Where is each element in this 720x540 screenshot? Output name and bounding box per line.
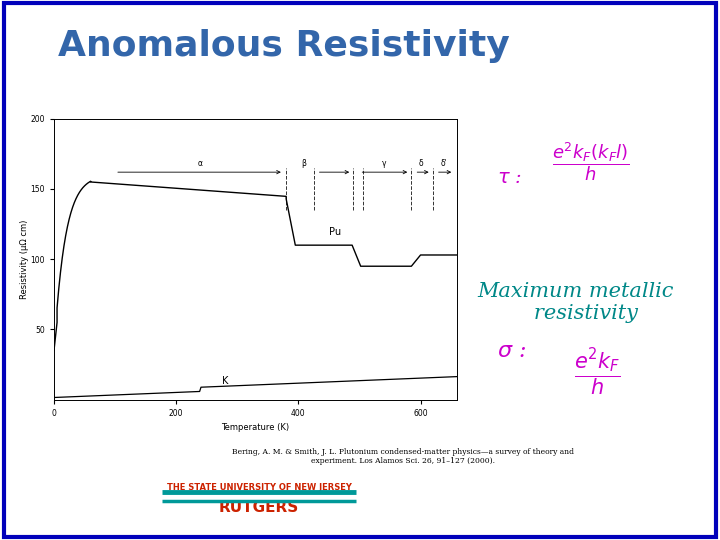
Text: K: K [222,376,228,386]
Text: THE STATE UNIVERSITY OF NEW JERSEY: THE STATE UNIVERSITY OF NEW JERSEY [167,483,351,491]
Text: α: α [198,159,203,168]
Text: Pu: Pu [329,227,341,238]
Text: $\dfrac{e^2 k_F}{h}$: $\dfrac{e^2 k_F}{h}$ [574,347,621,399]
Text: β: β [301,159,306,168]
Text: $\sigma$ :: $\sigma$ : [497,340,526,362]
Text: Bering, A. M. & Smith, J. L. Plutonium condensed-matter physics—a survey of theo: Bering, A. M. & Smith, J. L. Plutonium c… [233,448,575,465]
Y-axis label: Resistivity (μΩ cm): Resistivity (μΩ cm) [20,220,29,299]
X-axis label: Temperature (K): Temperature (K) [222,423,289,432]
Text: $\dfrac{e^2 k_F (k_F l)}{h}$: $\dfrac{e^2 k_F (k_F l)}{h}$ [552,140,629,184]
Text: δ: δ [418,159,423,168]
Text: δ': δ' [441,159,447,168]
Text: Maximum metallic
   resistivity: Maximum metallic resistivity [478,282,674,323]
Text: $\tau$ :: $\tau$ : [497,169,522,187]
Text: RUTGERS: RUTGERS [219,500,300,515]
Text: Anomalous Resistivity: Anomalous Resistivity [58,29,509,63]
Text: γ: γ [382,159,386,168]
